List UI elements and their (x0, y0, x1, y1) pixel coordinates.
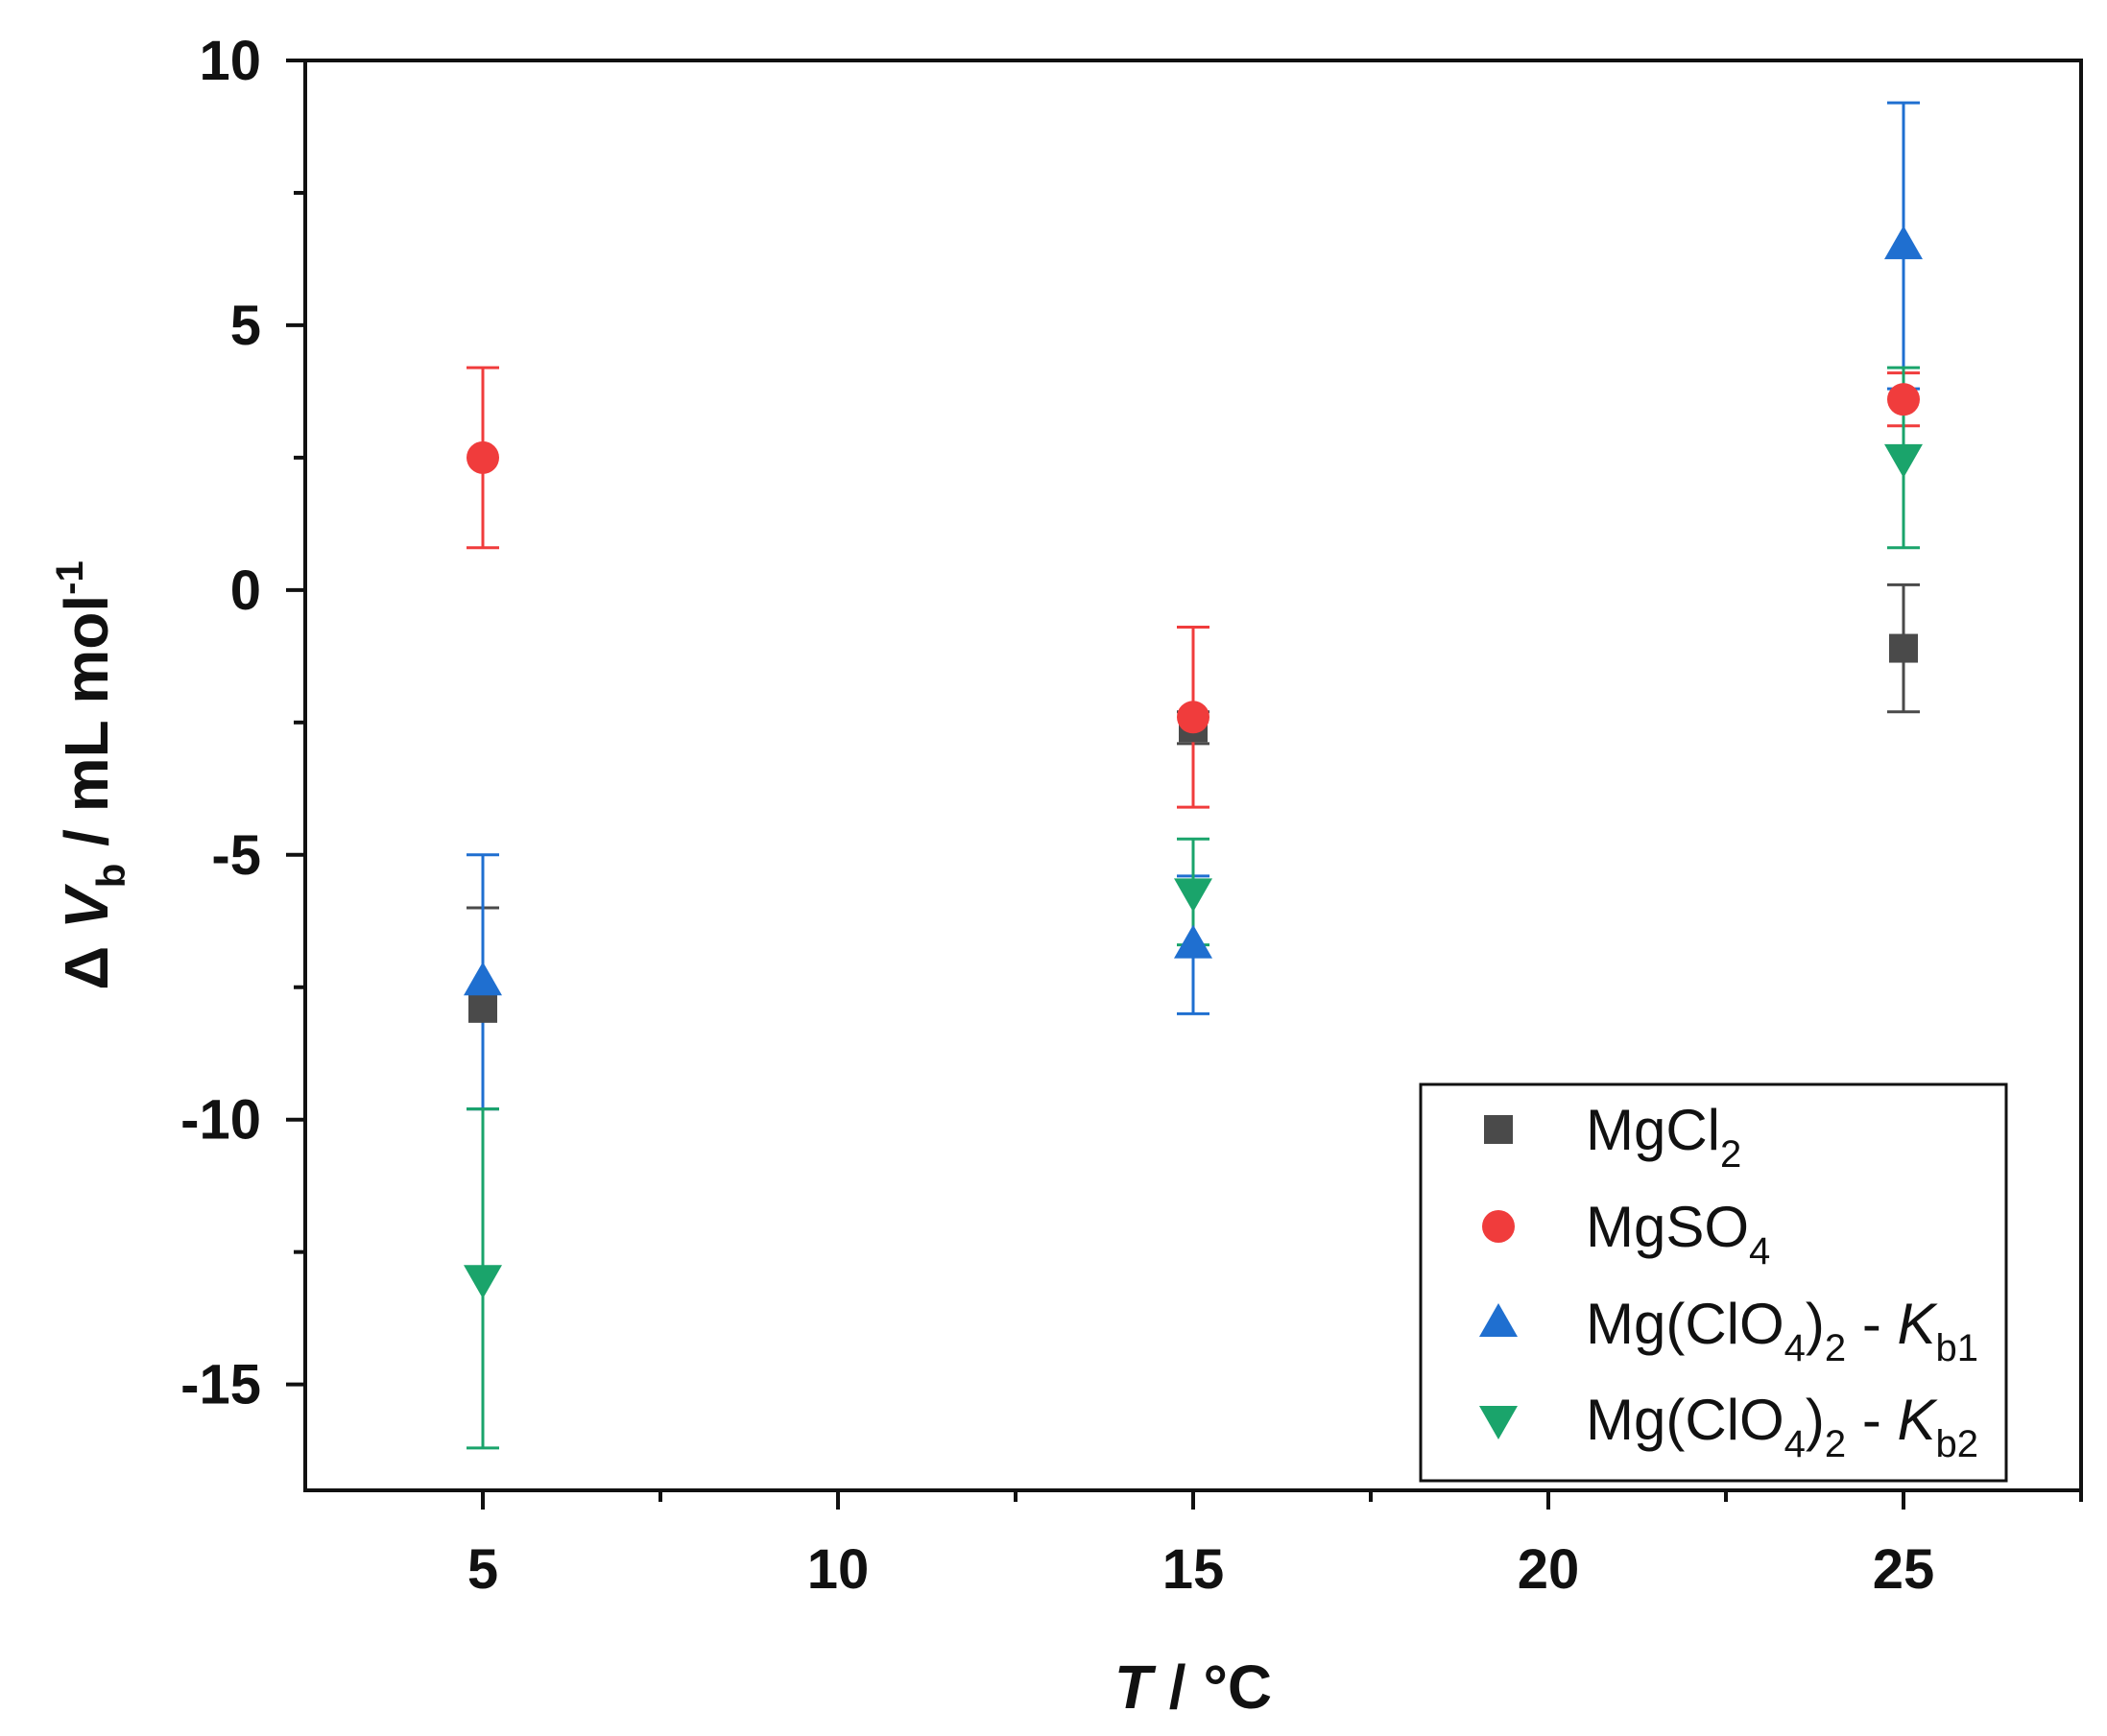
legend-label-mid-a: ) (1806, 1292, 1825, 1356)
legend-label-subscript-2: 2 (1825, 1423, 1846, 1465)
y-tick-label: 5 (230, 295, 261, 357)
y-axis-unit: / mL mol (52, 595, 121, 864)
legend-label: MgCl2 (1586, 1098, 1741, 1176)
legend-label-dash: - (1846, 1388, 1897, 1452)
legend-label-subscript-2: 2 (1825, 1327, 1846, 1369)
legend-marker (1479, 1303, 1518, 1337)
legend-label-base: MgCl (1586, 1098, 1720, 1162)
data-point (1177, 701, 1209, 734)
legend-label-italic: K (1897, 1292, 1938, 1356)
data-point (464, 962, 502, 996)
legend-marker (1479, 1406, 1518, 1439)
legend-box (1419, 1082, 2008, 1483)
data-point (1174, 878, 1212, 913)
data-point (1889, 633, 1918, 663)
x-tick-label: 15 (1162, 1538, 1225, 1601)
legend-label-base: Mg(ClO (1586, 1292, 1784, 1356)
legend-label-subscript-k: b1 (1936, 1327, 1979, 1369)
legend-marker (1484, 1115, 1513, 1144)
legend-label: MgSO4 (1586, 1195, 1770, 1272)
legend-label-subscript: 2 (1720, 1133, 1741, 1176)
legend-label-subscript-k: b2 (1936, 1423, 1979, 1465)
x-tick-label: 10 (807, 1538, 870, 1601)
y-axis-title: Δ Vb / mL mol-1 (49, 560, 133, 989)
data-marks (464, 101, 1923, 1450)
y-tick-label: 10 (199, 30, 261, 92)
legend-label-mid-a: ) (1806, 1388, 1825, 1452)
data-point (467, 440, 499, 474)
data-point (1884, 226, 1923, 260)
data-point (464, 1265, 502, 1299)
legend-label-italic: K (1897, 1388, 1938, 1452)
plot-axes: 5 10 15 20 25 10 5 0 -5 -10 -15 T / °C Δ Vb / mL mol… (49, 30, 2083, 1722)
x-tick-label: 20 (1518, 1538, 1580, 1601)
legend-label-base: MgSO (1586, 1195, 1749, 1259)
data-point (468, 993, 497, 1023)
legend-marker (1482, 1210, 1515, 1243)
y-tick-label: -10 (180, 1089, 261, 1152)
legend-label-base: Mg(ClO (1586, 1388, 1784, 1452)
data-point (1884, 443, 1923, 478)
y-axis-prefix: Δ (52, 929, 121, 990)
x-tick-label: 25 (1873, 1538, 1935, 1601)
legend-label-subscript: 4 (1784, 1327, 1806, 1369)
y-axis-subscript: b (88, 864, 133, 889)
data-point (1887, 383, 1920, 416)
y-tick-label: -5 (211, 824, 261, 887)
y-axis-symbol: V (52, 883, 121, 929)
y-tick-label: -15 (180, 1354, 261, 1416)
legend-label: Mg(ClO4)2 - Kb2 (1586, 1388, 1978, 1465)
x-tick-label: 5 (467, 1538, 498, 1601)
y-tick-label: 0 (230, 559, 261, 622)
x-axis-symbol: T (1114, 1653, 1157, 1722)
data-point (1174, 924, 1212, 959)
legend-label-dash: - (1846, 1292, 1897, 1356)
x-axis-unit: / °C (1152, 1653, 1272, 1722)
legend-label-subscript: 4 (1784, 1423, 1806, 1465)
legend-label: Mg(ClO4)2 - Kb1 (1586, 1292, 1978, 1369)
y-axis-superscript: -1 (49, 560, 91, 595)
x-axis-title: T / °C (1114, 1653, 1272, 1722)
legend-label-subscript: 4 (1749, 1230, 1770, 1272)
